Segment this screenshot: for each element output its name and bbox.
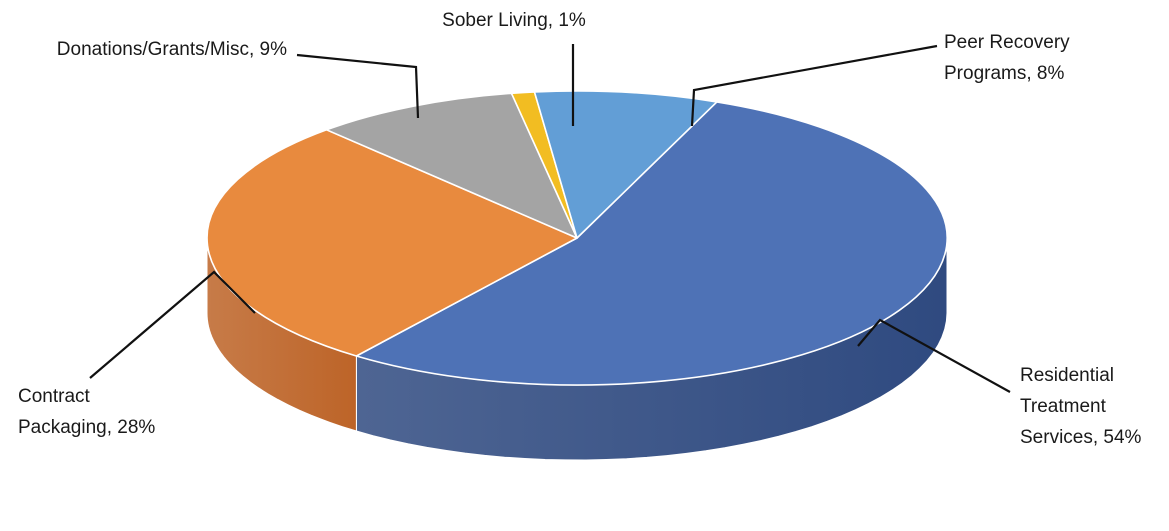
label-sober-living: Sober Living, 1% [442,10,586,31]
leader-lines [89,44,1011,393]
slice-contract-packaging [206,129,578,357]
label-line: Donations/Grants/Misc, 9% [57,39,287,60]
label-residential-treatment-services: Residential Treatment Services, 54% [1020,365,1142,448]
label-line: Peer Recovery [944,32,1070,53]
slice-donations-grants-misc [325,92,578,239]
leader-peer-recovery-programs [690,44,938,127]
leader-residential-treatment-services [857,318,1011,393]
leader-donations-grants-misc [296,53,420,119]
label-line: Programs, 8% [944,63,1064,84]
label-contract-packaging: Contract Packaging, 28% [18,386,155,438]
leader-contract-packaging [89,270,256,379]
label-line: Residential [1020,365,1114,386]
label-line: Sober Living, 1% [442,10,586,31]
label-donations-grants-misc: Donations/Grants/Misc, 9% [57,39,287,60]
label-line: Services, 54% [1020,427,1142,448]
label-line: Treatment [1020,396,1107,417]
label-line: Packaging, 28% [18,417,155,438]
label-peer-recovery-programs: Peer Recovery Programs, 8% [944,32,1070,84]
slice-residential-treatment-services [355,101,948,386]
slice-peer-recovery-programs [533,90,718,239]
label-line: Contract [18,386,91,407]
slice-labels: Residential Treatment Services, 54% Contrac… [18,10,1142,448]
pie-top-layer [206,90,948,386]
